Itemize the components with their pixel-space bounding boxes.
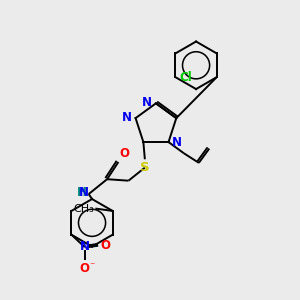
Text: N: N xyxy=(122,111,131,124)
Text: CH₃: CH₃ xyxy=(73,204,94,214)
Text: O: O xyxy=(120,147,130,160)
Text: O: O xyxy=(100,239,110,252)
Text: H: H xyxy=(76,186,86,199)
Text: N: N xyxy=(78,186,88,199)
Text: N: N xyxy=(142,96,152,109)
Text: ⁻: ⁻ xyxy=(90,262,95,272)
Text: N: N xyxy=(80,240,90,254)
Text: O: O xyxy=(80,262,90,275)
Text: Cl: Cl xyxy=(179,71,192,84)
Text: N: N xyxy=(172,136,182,149)
Text: S: S xyxy=(140,161,150,174)
